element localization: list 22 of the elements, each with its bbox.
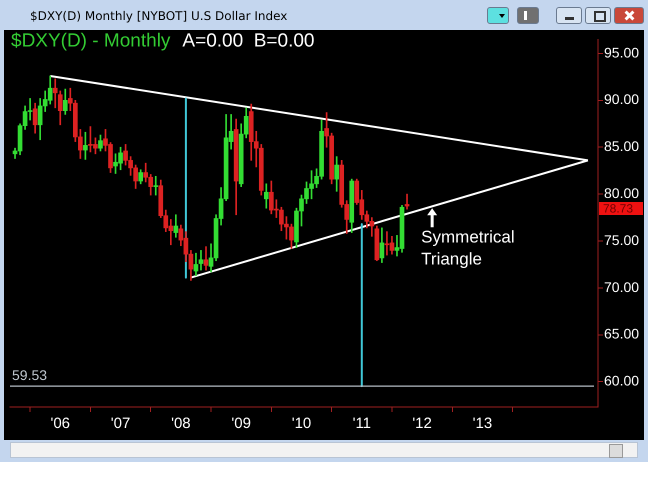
annotation: A=0.00 B=0.00 [182, 30, 314, 52]
x-tick-label: '08 [171, 415, 191, 432]
annotation: Symmetrical Triangle [421, 227, 515, 268]
x-tick-label: '12 [412, 415, 432, 432]
y-tick-label: 95.00 [604, 44, 640, 60]
y-tick-label: 75.00 [604, 232, 640, 248]
x-tick-label: '11 [352, 415, 372, 432]
x-tick-label: '09 [231, 415, 251, 432]
x-tick-label: '07 [110, 415, 130, 432]
y-tick-label: 60.00 [604, 372, 640, 389]
x-tick-label: '06 [50, 415, 70, 432]
chart-title: $DXY(D) Monthly [NYBOT] U.S Dollar Index [30, 9, 288, 23]
y-tick-label: 65.00 [604, 326, 640, 342]
y-tick-label: 90.00 [604, 91, 640, 108]
y-tick-label: 70.00 [604, 278, 640, 295]
chart-subtitle: $DXY(D) - Monthly [11, 30, 171, 52]
y-tick-label: 85.00 [604, 138, 640, 154]
ref-line-label: 59.53 [12, 366, 48, 383]
text: 78.73 [603, 201, 634, 216]
x-tick-label: '13 [472, 415, 492, 432]
y-tick-label: 80.00 [604, 184, 640, 201]
x-tick-label: '10 [292, 415, 312, 432]
